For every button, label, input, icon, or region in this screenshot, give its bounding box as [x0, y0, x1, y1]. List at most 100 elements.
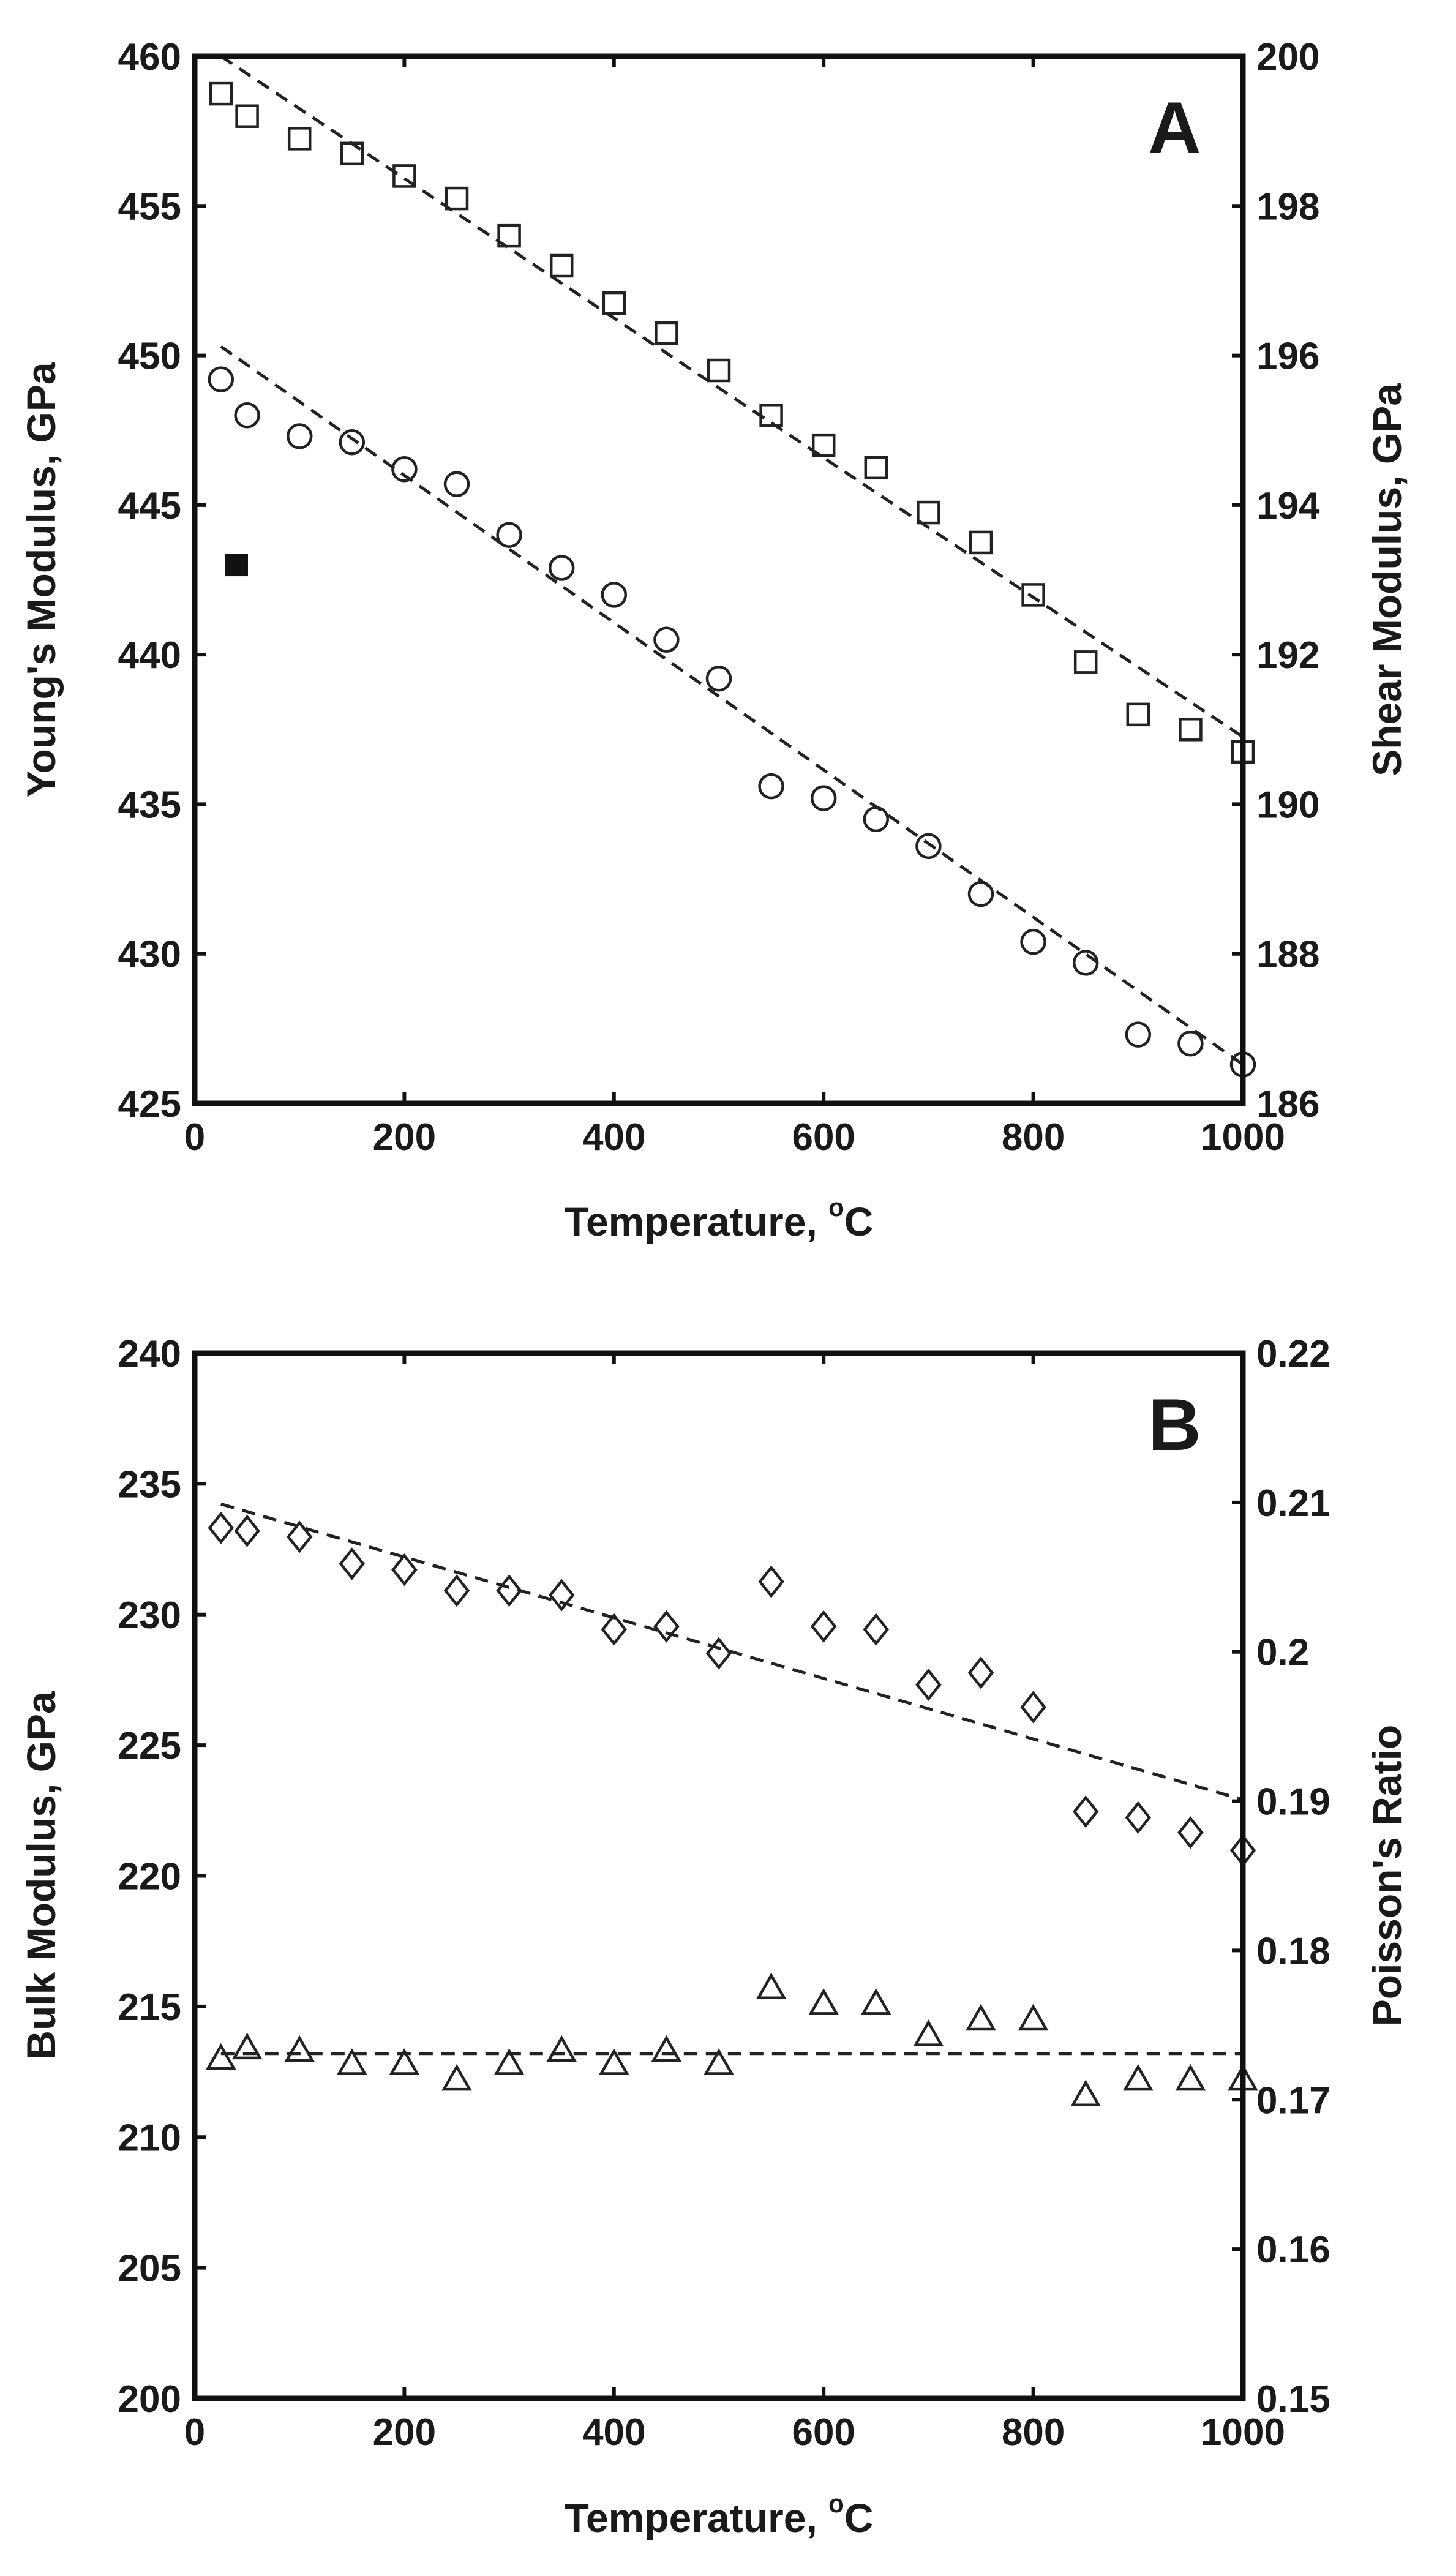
- panel-a-shear-modulus-point: [1021, 583, 1045, 607]
- panel-a-y-right-tick-label: 188: [1256, 934, 1319, 976]
- panel-b-bulk-modulus-point: [284, 2035, 315, 2062]
- panel-b-frame: [192, 1350, 1246, 2401]
- panel-b-y-right-tick-label: 0.21: [1256, 1482, 1330, 1525]
- panel-b-poisson-s-ratio-point: [601, 1613, 628, 1646]
- panel-b-y-tick-label: 200: [118, 2378, 181, 2420]
- panel-b-ticks: 0 200 400 600 800 100020020521021522022523023…: [118, 1333, 1330, 2454]
- panel-b-poisson-s-ratio-point: [234, 1514, 260, 1547]
- panel-b-y-tick-label: 205: [118, 2248, 181, 2290]
- panel-b-x-label-text: Temperature,: [565, 2495, 829, 2540]
- panel-a-x-tick-label: 400: [582, 1116, 645, 1158]
- panel-b-poisson-s-ratio-point: [1177, 1816, 1204, 1849]
- panel-b-bulk-modulus-point: [913, 2019, 944, 2046]
- panel-b-y-right-axis-label: Poisson's Ratio: [1364, 1725, 1409, 2026]
- panel-a-y-right-tick-label: 190: [1256, 784, 1319, 826]
- panel-a-young-s-modulus-point: [653, 626, 680, 653]
- panel-a-y-tick-label: 460: [118, 36, 181, 78]
- panel-b-poisson-s-ratio-point: [339, 1547, 366, 1580]
- panel-b-bulk-modulus-point: [546, 2035, 577, 2062]
- panel-b-x-tick-label: 800: [1002, 2411, 1065, 2454]
- panel-a-young-s-modulus-point: [496, 522, 522, 548]
- panel-b-bulk-modulus-point: [704, 2048, 734, 2075]
- panel-a-y-tick-label: 430: [118, 934, 181, 976]
- panel-a-young-s-modulus-point: [339, 429, 366, 456]
- panel-b-y-tick-label: 220: [118, 1856, 181, 1898]
- panel-a-shear-modulus-point: [287, 127, 312, 151]
- panel-b-poisson-s-ratio-point: [705, 1637, 732, 1670]
- panel-a-shear-modulus-point: [969, 530, 993, 555]
- panel-b-poisson-s-ratio-fit-line: [220, 1502, 1244, 1801]
- panel-b-x-tick-label: 1000: [1201, 2411, 1285, 2454]
- panel-a-young-s-modulus-point: [810, 785, 837, 811]
- panel-a-young-s-modulus-point: [443, 471, 470, 497]
- panel-b-poisson-s-ratio-point: [967, 1656, 994, 1689]
- panel-b-bulk-modulus-point: [205, 2043, 236, 2070]
- panel-a-y-right-tick-label: 200: [1256, 36, 1319, 78]
- panel-b-poisson-s-ratio-point: [548, 1579, 575, 1612]
- panel-a-y-right-tick-label: 196: [1256, 336, 1319, 378]
- panel-a-shear-modulus-point: [602, 291, 626, 315]
- panel-a-y-tick-label: 435: [118, 784, 181, 826]
- panel-a-shear-modulus-point: [759, 404, 783, 427]
- panel-b-y-tick-label: 225: [118, 1725, 181, 1767]
- panel-a-x-label-text: Temperature,: [565, 1199, 829, 1244]
- panel-b-y-right-tick-label: 0.19: [1256, 1781, 1330, 1823]
- panel-a-shear-modulus-point: [549, 253, 574, 278]
- panel-a-young-s-modulus-point: [1125, 1021, 1152, 1048]
- panel-a-shear-modulus-point: [655, 321, 678, 345]
- panel-b-chart: 0 200 400 600 800 100020020521021522022523023…: [18, 1333, 1409, 2540]
- panel-a-x-label-unit: C: [844, 1199, 874, 1244]
- panel-a-young-s-modulus-point: [391, 456, 418, 483]
- panel-a-y-tick-label: 450: [118, 336, 181, 378]
- panel-a-y-right-axis-label: Shear Modulus, GPa: [1364, 383, 1409, 776]
- panel-a-shear-modulus-point: [864, 456, 888, 480]
- panel-b-letter: B: [1148, 1384, 1201, 1466]
- panel-b-poisson-s-ratio-point: [208, 1511, 235, 1544]
- panel-b-x-tick-label: 0: [184, 2411, 205, 2454]
- panel-a-shear-modulus-point: [1179, 718, 1203, 742]
- panel-b-x-tick-label: 400: [582, 2411, 645, 2454]
- panel-a-letter: A: [1148, 87, 1201, 169]
- panel-b-x-tick-label: 600: [792, 2411, 855, 2454]
- panel-b-y-right-tick-label: 0.18: [1256, 1930, 1330, 1972]
- panel-b-y-right-tick-label: 0.16: [1256, 2229, 1330, 2271]
- panel-a-shear-modulus-point: [392, 164, 416, 188]
- panel-a-chart: 0 200 400 600 800 1000 425 430 435 440 445 450 455 46…: [18, 36, 1409, 1244]
- panel-a-fit-lines: [220, 54, 1244, 1066]
- panel-b-poisson-s-ratio-point: [496, 1574, 522, 1607]
- panel-a-young-s-modulus-point: [705, 665, 732, 692]
- panel-b-y-right-tick-label: 0.17: [1256, 2079, 1330, 2122]
- panel-b-y-tick-label: 235: [118, 1463, 181, 1506]
- panel-a-young-s-modulus-point: [967, 881, 994, 907]
- panel-a-shear-modulus-point: [917, 500, 940, 525]
- panel-a-young-s-modulus-point: [1177, 1031, 1204, 1057]
- panel-a-x-label-degree: o: [828, 1193, 844, 1222]
- panel-b-bulk-modulus-point: [1018, 2003, 1049, 2031]
- panel-b-bulk-modulus-point: [808, 1988, 839, 2015]
- panel-a-shear-modulus-point: [811, 433, 836, 457]
- panel-b-bulk-modulus-point: [651, 2035, 682, 2062]
- panel-a-shear-modulus-point: [340, 141, 364, 166]
- panel-b-poisson-s-ratio-point: [1020, 1691, 1046, 1724]
- panel-b-bulk-modulus-point: [598, 2048, 629, 2075]
- panel-a-frame: [192, 53, 1246, 1106]
- panel-a-young-s-modulus-fit-line: [220, 345, 1244, 1066]
- panel-b-y-right-tick-label: 0.22: [1256, 1333, 1330, 1375]
- panel-b-poisson-s-ratio-point: [391, 1553, 418, 1587]
- panel-b-poisson-s-ratio-point: [443, 1574, 470, 1607]
- panel-a-y-right-tick-label: 198: [1256, 186, 1319, 228]
- panel-a-y-right-tick-label: 192: [1256, 634, 1319, 677]
- panel-b-bulk-modulus-point: [1070, 2079, 1101, 2106]
- panel-b-fit-lines: [220, 1502, 1244, 2056]
- panel-a-y-right-tick-label: 186: [1256, 1083, 1319, 1125]
- panel-b-x-label-degree: o: [828, 2489, 844, 2518]
- panel-a-shear-modulus-point: [209, 81, 233, 106]
- panel-b-y-tick-label: 240: [118, 1333, 181, 1375]
- panel-a-x-tick-label: 1000: [1201, 1116, 1285, 1158]
- panel-b-y-tick-label: 230: [118, 1594, 181, 1637]
- panel-a-x-tick-label: 800: [1002, 1116, 1065, 1158]
- panel-a-y-right-tick-label: 194: [1256, 485, 1320, 527]
- panel-a-y-tick-label: 455: [118, 186, 181, 228]
- panel-a-y-tick-label: 425: [118, 1083, 181, 1125]
